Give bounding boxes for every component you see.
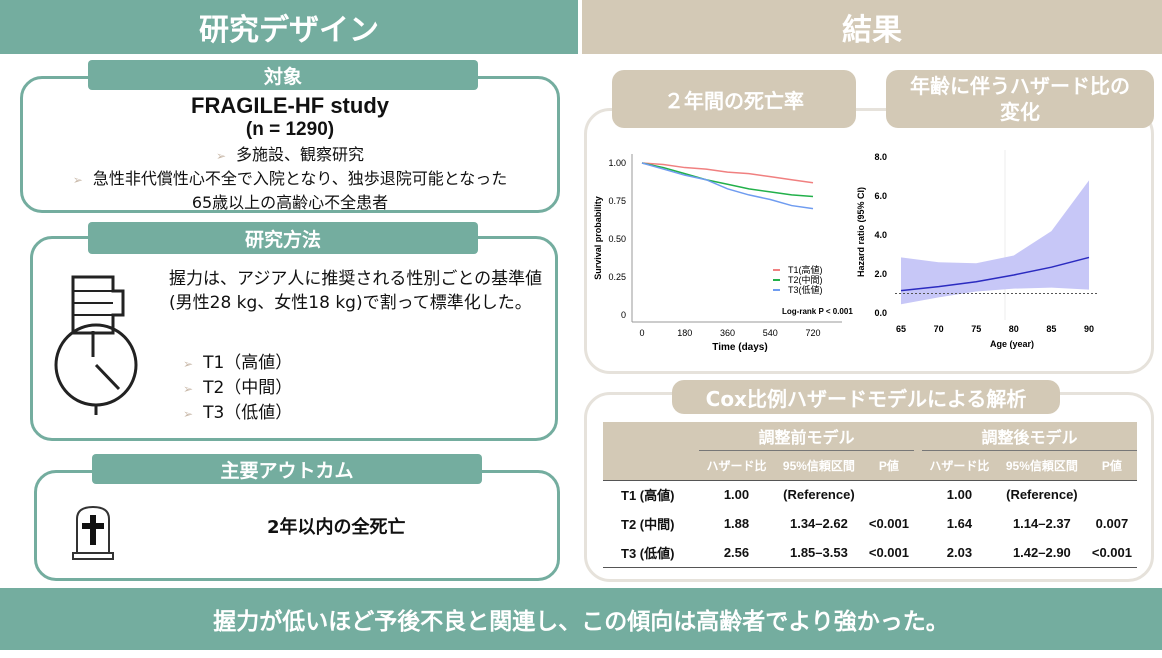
cox-label: Cox比例ハザードモデルによる解析	[672, 380, 1060, 414]
methods-text: 握力は、アジア人に推奨される性別ごとの基準値(男性28 kg、女性18 kg)で…	[169, 269, 543, 313]
methods-box: 握力は、アジア人に推奨される性別ごとの基準値(男性28 kg、女性18 kg)で…	[30, 236, 558, 441]
hr-y-label: Hazard ratio (95% CI)	[856, 187, 866, 277]
km-x-tick: 0	[639, 328, 644, 338]
hr-x-tick: 80	[1009, 324, 1019, 334]
km-y-label: Survival probability	[593, 196, 603, 280]
right-title: 結果	[582, 0, 1162, 54]
left-title: 研究デザイン	[0, 0, 578, 54]
km-x-tick: 720	[805, 328, 820, 338]
group-t3: ➢ T3（低値）	[183, 403, 293, 423]
hr-x-tick: 70	[934, 324, 944, 334]
hr-x-tick: 85	[1046, 324, 1056, 334]
table-cell: 1.34–2.62	[789, 516, 848, 531]
km-line-1	[641, 162, 814, 184]
sub-header: P値	[878, 458, 899, 473]
hr-y-tick: 2.0	[874, 269, 887, 279]
km-line-3	[641, 162, 814, 210]
km-y-tick: 0.25	[608, 272, 626, 282]
km-annotation: Log-rank P < 0.001	[782, 307, 853, 316]
km-y-tick: 0	[621, 310, 626, 320]
study-name: FRAGILE-HF study	[191, 93, 389, 118]
sub-header: 95%信頼区間	[1005, 458, 1078, 473]
km-x-label: Time (days)	[712, 342, 767, 353]
table-cell: <0.001	[868, 516, 909, 531]
table-cell: 2.03	[946, 544, 973, 560]
subject-bullet: ➢ 多施設、観察研究	[215, 145, 365, 164]
study-n: (n = 1290)	[245, 119, 335, 140]
hr-y-tick: 0.0	[874, 308, 887, 318]
km-x-tick: 360	[720, 328, 735, 338]
hr-ci-band	[901, 180, 1089, 305]
km-legend-label: T1(高値)	[788, 264, 823, 275]
table-cell: 1.42–2.90	[1012, 544, 1071, 560]
km-y-tick: 1.00	[608, 158, 626, 168]
group-header: 調整前モデル	[699, 422, 914, 451]
km-x-tick: 180	[677, 328, 692, 338]
table-cell: 0.007	[1095, 516, 1129, 531]
sub-header: ハザード比	[929, 458, 990, 473]
sub-header: P値	[1101, 458, 1122, 473]
subject-line3: 65歳以上の高齢心不全患者	[191, 193, 389, 212]
table-cell: 1.00	[946, 487, 973, 503]
table-cell: (Reference)	[783, 487, 855, 503]
sub-header: 95%信頼区間	[782, 458, 855, 473]
grip-dynamometer-icon	[54, 275, 138, 415]
subjects-box: FRAGILE-HF study (n = 1290) ➢ 多施設、観察研究 ➢ 急…	[20, 76, 560, 213]
sub-header: ハザード比	[706, 458, 767, 473]
outcome-text: 2年以内の全死亡	[267, 517, 406, 538]
group-t2: ➢ T2（中間）	[183, 378, 293, 398]
table-row: T2 (中間) 1.88 1.34–2.62 <0.001 1.64 1.14–2.37 0…	[603, 509, 1137, 538]
km-x-tick: 540	[763, 328, 778, 338]
conclusion: 握力が低いほど予後不良と関連し、この傾向は高齢者でより強かった。	[0, 588, 1162, 650]
subject-bullet: ➢ 急性非代償性心不全で入院となり、独歩退院可能となった	[72, 169, 508, 188]
hr-x-label: Age (year)	[990, 339, 1034, 349]
table-cell: T3 (低値)	[621, 545, 675, 561]
hr-x-tick: 90	[1084, 324, 1094, 334]
hr-label: 年齢に伴うハザード比の変化	[886, 70, 1154, 128]
subjects-label: 対象	[88, 60, 478, 90]
gravestone-icon	[72, 505, 114, 560]
km-y-tick: 0.75	[608, 196, 626, 206]
hr-x-tick: 75	[971, 324, 981, 334]
table-row: T3 (低値) 2.56 1.85–3.53 <0.001 2.03 1.42–2.90 <…	[603, 538, 1137, 567]
km-line-2	[641, 162, 814, 198]
table-cell: T2 (中間)	[621, 517, 675, 532]
km-legend-label: T2(中間)	[788, 274, 823, 285]
table-cell: 2.56	[723, 544, 750, 560]
table-cell: 1.14–2.37	[1012, 516, 1071, 531]
methods-label: 研究方法	[88, 222, 478, 254]
mortality-label: ２年間の死亡率	[612, 70, 856, 128]
table-cell: 1.88	[723, 516, 750, 531]
table-cell	[1087, 480, 1137, 509]
km-y-tick: 0.50	[608, 234, 626, 244]
hr-y-tick: 4.0	[874, 230, 887, 240]
table-cell: T1 (高値)	[621, 488, 675, 504]
hr-x-tick: 65	[896, 324, 906, 334]
table-cell: 1.64	[946, 516, 973, 531]
hr-line	[900, 256, 1090, 292]
cox-table: 調整前モデル 調整後モデル ハザード比 95%信頼区間 P値 ハザード比 95%…	[603, 422, 1137, 568]
group-t1: ➢ T1（高値）	[183, 353, 293, 373]
table-cell	[864, 480, 914, 509]
hr-y-tick: 6.0	[874, 191, 887, 201]
table-cell: <0.001	[868, 544, 909, 560]
table-cell: 1.00	[723, 487, 750, 503]
group-header: 調整後モデル	[921, 422, 1137, 451]
table-cell: 1.85–3.53	[789, 544, 848, 560]
outcome-label: 主要アウトカム	[92, 454, 482, 484]
table-cell: (Reference)	[1006, 487, 1078, 503]
hr-y-tick: 8.0	[874, 152, 887, 162]
table-row: T1 (高値) 1.00 (Reference) 1.00 (Reference)	[603, 480, 1137, 509]
table-cell: <0.001	[1091, 544, 1132, 560]
km-legend-label: T3(低値)	[788, 284, 823, 295]
